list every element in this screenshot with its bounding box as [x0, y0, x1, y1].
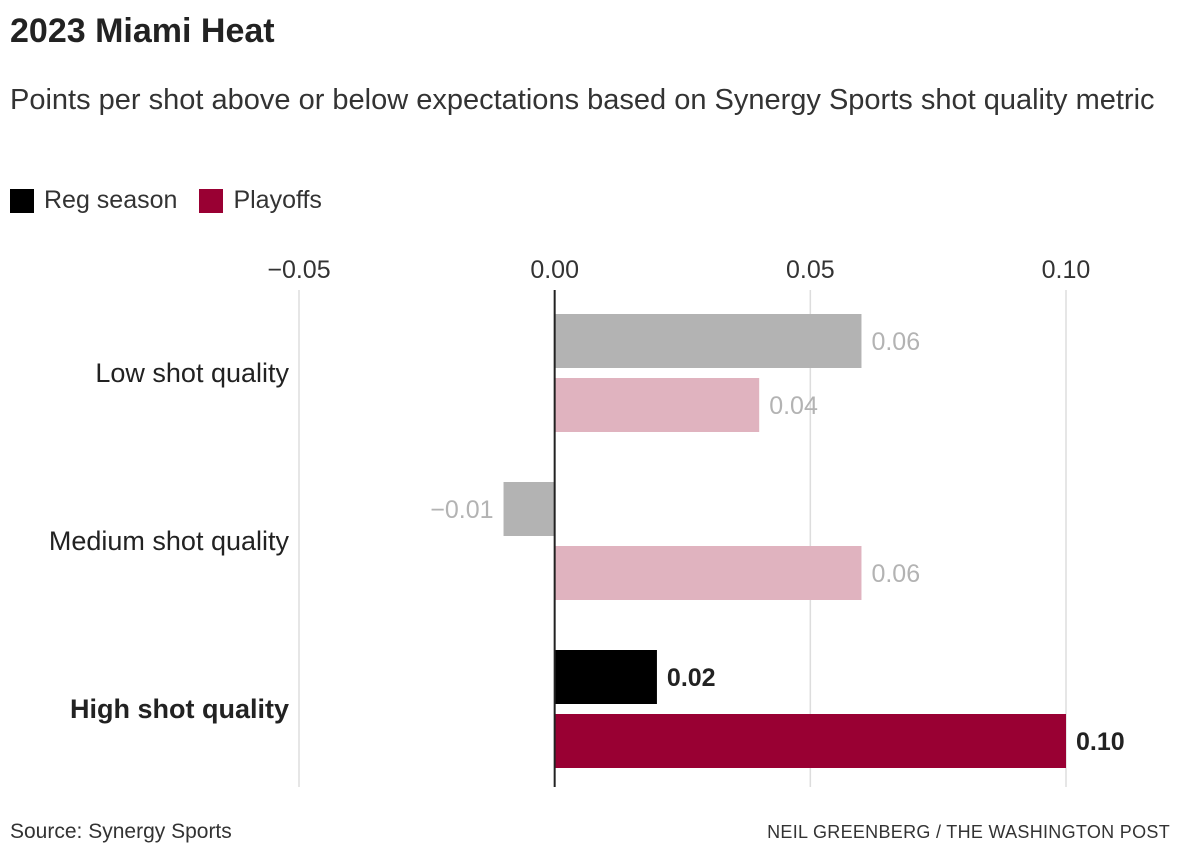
- legend-item-reg-season: Reg season: [10, 186, 177, 215]
- bar-reg-season: [503, 482, 555, 536]
- data-label: 0.04: [769, 392, 818, 420]
- bar-reg-season: [554, 314, 862, 368]
- chart-subtitle: Points per shot above or below expectati…: [10, 84, 1155, 116]
- bar-chart: −0.05 0.00 0.05 0.10 0.06 0.04 Low shot qualit…: [49, 256, 1125, 787]
- legend-label-reg-season: Reg season: [44, 186, 178, 214]
- x-tick-label: 0.00: [530, 256, 579, 284]
- legend: Reg season Playoffs: [10, 186, 322, 215]
- bar-playoffs: [554, 714, 1066, 768]
- legend-swatch-reg-season: [10, 188, 34, 213]
- x-tick-label: 0.05: [786, 256, 835, 284]
- category-label: Low shot quality: [95, 358, 289, 388]
- data-label: 0.06: [871, 560, 920, 588]
- x-tick-label: −0.05: [267, 256, 330, 284]
- chart-title: 2023 Miami Heat: [10, 12, 275, 50]
- data-label: 0.10: [1076, 728, 1125, 756]
- credit-line: NEIL GREENBERG / THE WASHINGTON POST: [767, 822, 1170, 842]
- legend-item-playoffs: Playoffs: [199, 186, 322, 215]
- category-label: Medium shot quality: [49, 526, 290, 556]
- source-note: Source: Synergy Sports: [10, 820, 232, 843]
- bar-playoffs: [554, 378, 760, 432]
- data-label: −0.01: [430, 496, 493, 524]
- bar-reg-season: [554, 650, 657, 704]
- legend-label-playoffs: Playoffs: [233, 186, 322, 214]
- data-label: 0.06: [871, 328, 920, 356]
- category-label: High shot quality: [70, 694, 289, 724]
- x-tick-label: 0.10: [1042, 256, 1091, 284]
- legend-swatch-playoffs: [199, 188, 224, 213]
- data-label: 0.02: [667, 664, 716, 692]
- bar-playoffs: [554, 546, 862, 600]
